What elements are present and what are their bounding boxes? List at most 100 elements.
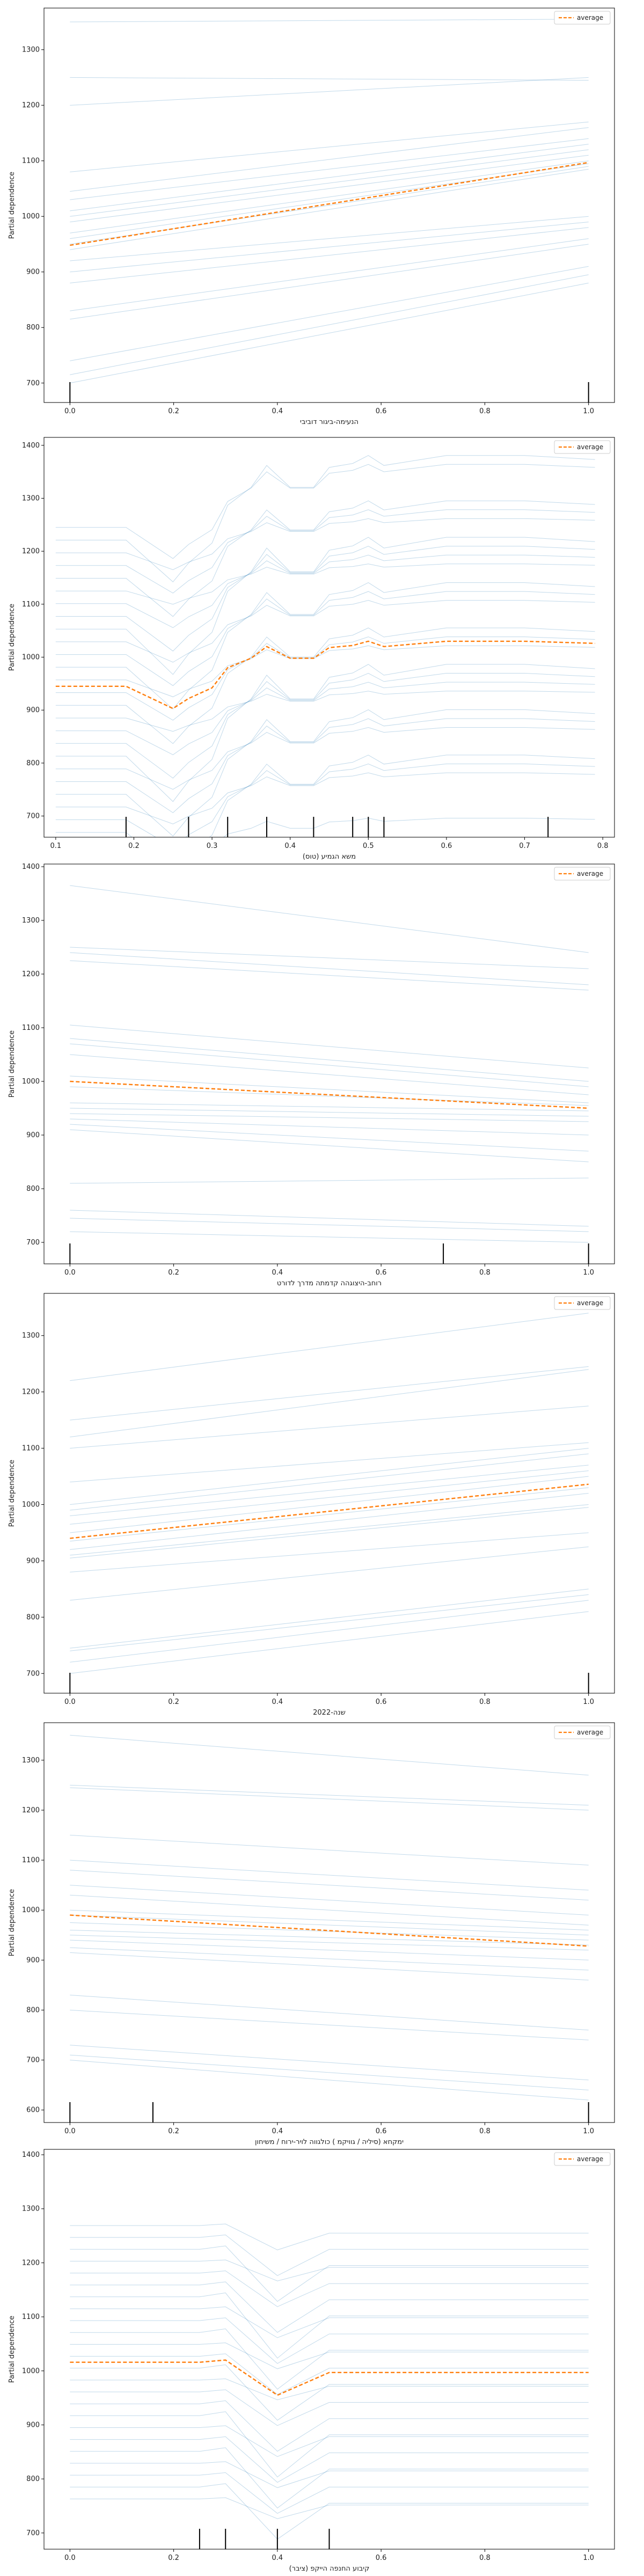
average-line — [70, 1914, 589, 1947]
y-tick-label: 1200 — [22, 1388, 40, 1396]
chart-panel-4: 0.0 0.2 0.4 0.6 0.8 1.0 700 800 900 1000 1100 1200 1… — [8, 1293, 615, 1717]
ice-line — [70, 2342, 589, 2369]
y-tick-label: 1300 — [22, 494, 40, 502]
ice-line — [70, 1108, 589, 1117]
ice-line — [70, 2483, 589, 2540]
average-line — [70, 1080, 589, 1109]
x-tick-label: 0.6 — [441, 842, 452, 850]
ice-line — [70, 1995, 589, 2031]
ice-line — [70, 2461, 589, 2488]
y-tick-label: 1000 — [22, 2367, 40, 2375]
x-axis-label: הנעימה-ביגור דוביבי — [300, 418, 358, 426]
ice-line — [70, 1177, 589, 1184]
ice-line — [70, 1915, 589, 1936]
legend: average — [554, 1296, 611, 1310]
ice-line — [70, 160, 589, 233]
ice-line — [70, 2497, 589, 2519]
y-tick-label: 1300 — [22, 1757, 40, 1765]
plot-area — [70, 19, 589, 384]
ice-line — [70, 1118, 589, 1136]
y-tick-label: 700 — [26, 379, 40, 387]
ice-line — [55, 591, 595, 686]
ice-line — [70, 238, 589, 311]
legend: average — [554, 1725, 611, 1739]
y-tick-label: 900 — [26, 1557, 40, 1565]
x-axis-label: רוחב-היצוגהה קדמתה מדרך לדורט — [277, 1279, 382, 1287]
x-tick-label: 0.0 — [64, 2554, 76, 2562]
y-tick-label: 700 — [26, 813, 40, 821]
chart-panel-1: 0.0 0.2 0.4 0.6 0.8 1.0 700 800 900 1000 1100 1200 1… — [8, 8, 615, 426]
x-tick-label: 1.0 — [583, 407, 594, 415]
x-tick-label: 0.6 — [376, 2127, 387, 2135]
average-line — [70, 162, 589, 246]
ice-line — [55, 763, 595, 837]
ice-line — [70, 2411, 589, 2478]
ice-line — [70, 2281, 589, 2333]
plot-area — [70, 1735, 589, 2101]
x-axis-label: ימקחא (סיליה / גוויקמ ) כולגווה לויר-ירו… — [255, 2138, 404, 2146]
x-tick-label: 0.6 — [376, 1698, 387, 1706]
x-tick-label: 0.2 — [168, 407, 179, 415]
ice-line — [70, 222, 589, 273]
ice-line — [70, 1369, 589, 1438]
plot-area — [55, 455, 595, 837]
ice-line — [70, 1930, 589, 1945]
ice-line — [70, 1935, 589, 1951]
ice-line — [70, 2054, 589, 2090]
y-tick-label: 900 — [26, 2421, 40, 2429]
y-axis-label: Partial dependence — [8, 1889, 16, 1956]
ice-line — [70, 2472, 589, 2514]
x-tick-label: 0.0 — [64, 1698, 76, 1706]
ice-line — [70, 1860, 589, 1891]
ice-line — [70, 1313, 589, 1381]
average-line — [70, 2359, 589, 2396]
y-axis-label: Partial dependence — [8, 2316, 16, 2383]
ice-line — [70, 1784, 589, 1806]
y-tick-label: 1100 — [22, 2313, 40, 2321]
y-tick-label: 1200 — [22, 547, 40, 555]
y-tick-label: 1100 — [22, 1445, 40, 1453]
ice-line — [70, 1532, 589, 1572]
x-axis-label: שנה-2022 — [313, 1709, 346, 1717]
ice-line — [55, 682, 595, 755]
y-axis-label: Partial dependence — [8, 604, 16, 671]
ice-line — [70, 2270, 589, 2307]
ice-line — [70, 2259, 589, 2281]
ice-line — [55, 600, 595, 663]
ice-line — [70, 2306, 589, 2338]
legend: average — [554, 11, 611, 25]
ice-line — [70, 1909, 589, 1930]
ice-line — [70, 1210, 589, 1227]
ice-line — [70, 144, 589, 211]
ice-line — [70, 1504, 589, 1556]
axes-frame — [43, 437, 615, 838]
x-tick-label: 0.8 — [479, 1269, 491, 1277]
chart-panel-3: 0.0 0.2 0.4 0.6 0.8 1.0 700 800 900 1000 1100 1200 1… — [8, 863, 615, 1287]
ice-line — [55, 509, 595, 594]
ice-line — [70, 1894, 589, 1926]
ice-line — [70, 1448, 589, 1505]
ice-line — [70, 1589, 589, 1649]
x-tick-label: 0.2 — [128, 842, 140, 850]
legend-label: average — [577, 14, 603, 21]
ice-line — [70, 2400, 589, 2452]
average-line — [55, 640, 595, 709]
ice-line — [70, 1231, 589, 1243]
ice-line — [70, 1922, 589, 1941]
y-tick-label: 700 — [26, 2057, 40, 2065]
y-tick-label: 800 — [26, 1185, 40, 1193]
x-tick-label: 0.2 — [168, 2554, 179, 2562]
legend-label: average — [577, 1299, 603, 1307]
ice-line — [70, 1124, 589, 1152]
x-tick-label: 0.3 — [207, 842, 218, 850]
legend-box — [554, 867, 611, 881]
ice-line — [70, 2045, 589, 2081]
ice-line — [70, 1476, 589, 1533]
ice-line — [223, 817, 595, 837]
ice-line — [70, 1787, 589, 1811]
ice-line — [70, 1054, 589, 1095]
y-tick-label: 800 — [26, 759, 40, 767]
legend: average — [554, 440, 611, 454]
x-tick-label: 0.5 — [363, 842, 374, 850]
